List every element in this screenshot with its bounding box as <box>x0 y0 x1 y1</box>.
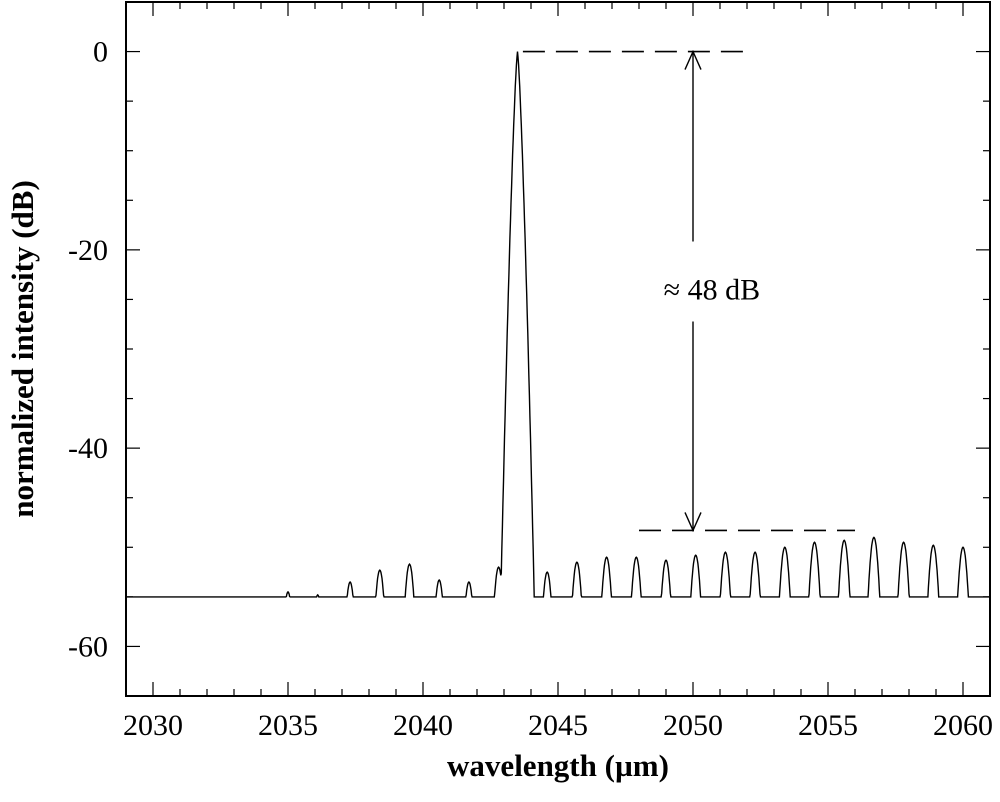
y-tick-label: -20 <box>68 234 108 267</box>
axis-ticks <box>125 1 991 697</box>
x-tick-label: 2050 <box>663 709 723 742</box>
x-tick-label: 2035 <box>258 709 318 742</box>
plot-area <box>126 51 990 598</box>
y-tick-label: -60 <box>68 630 108 663</box>
arrowhead-down-icon <box>684 512 702 533</box>
x-axis-title: wavelength (µm) <box>447 748 669 783</box>
arrowhead-up-icon <box>684 49 702 70</box>
axis-tick-labels: 2030 2035 2040 2045 2050 2055 2060 0 -20 -40 -60 <box>68 36 993 742</box>
y-tick-label: 0 <box>93 36 108 69</box>
annotation-label: ≈ 48 dB <box>664 274 760 307</box>
y-tick-label: -40 <box>68 432 108 465</box>
spectrum-series-line <box>126 51 990 598</box>
plot-frame <box>125 1 991 697</box>
x-tick-label: 2040 <box>393 709 453 742</box>
x-tick-label: 2060 <box>933 709 993 742</box>
dynamic-range-annotation: ≈ 48 dB <box>522 49 855 533</box>
x-tick-label: 2045 <box>528 709 588 742</box>
x-tick-label: 2030 <box>123 709 183 742</box>
x-tick-label: 2055 <box>798 709 858 742</box>
y-axis-title: normalized intensity (dB) <box>5 180 40 518</box>
